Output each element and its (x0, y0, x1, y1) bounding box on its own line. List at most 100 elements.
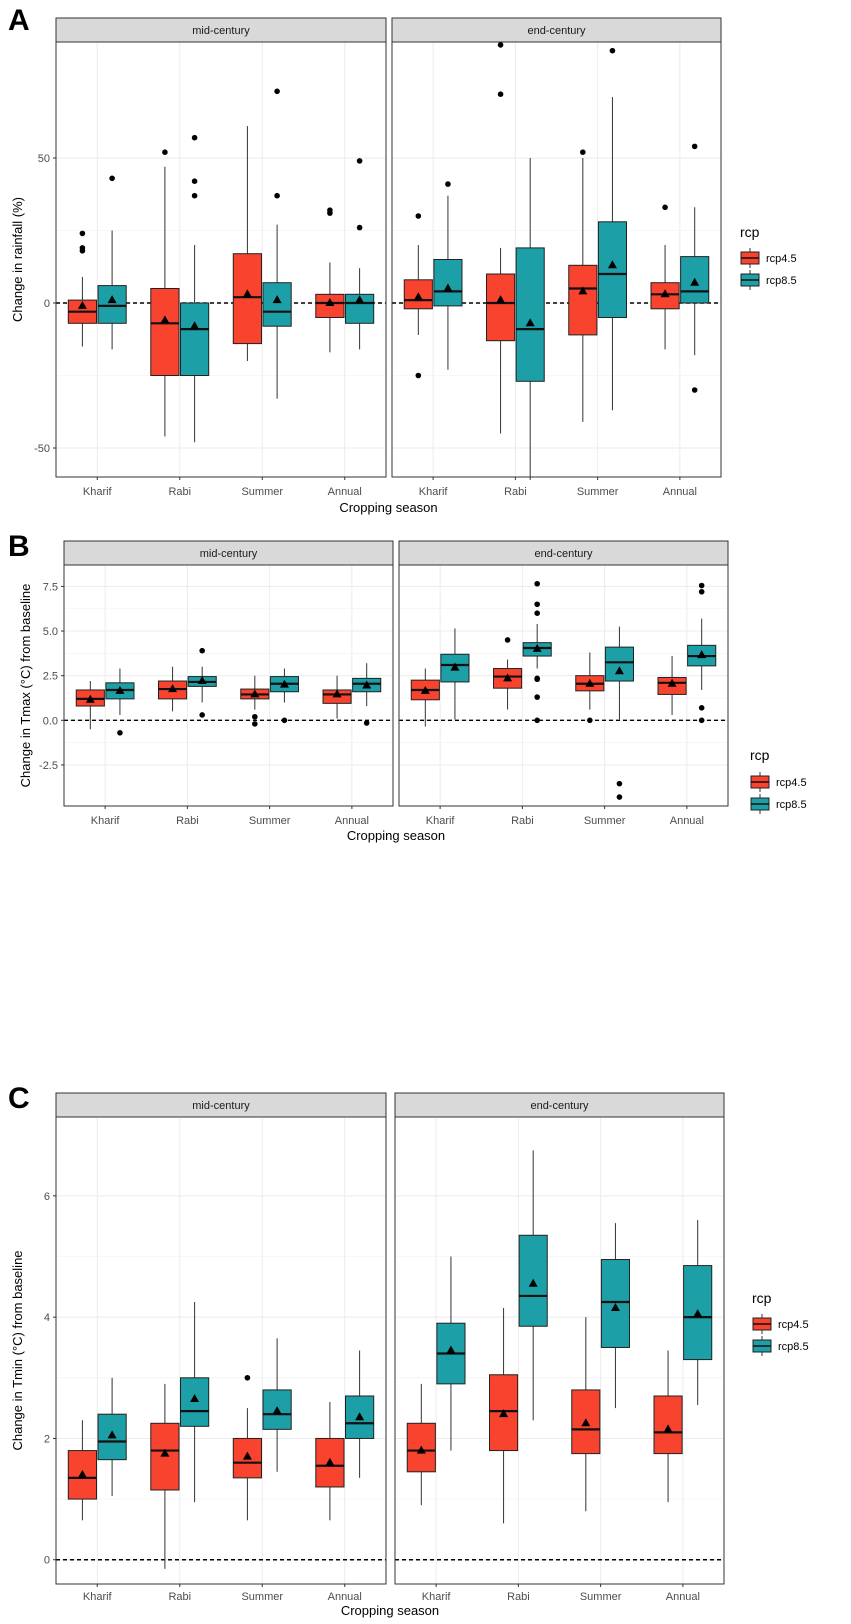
y-tick-label: 7.5 (43, 581, 58, 593)
outlier-point (534, 610, 540, 616)
panel-a: A Change in rainfall (%) Cropping season -5… (8, 4, 797, 515)
outlier-point (274, 192, 280, 199)
facet-mid-century: mid-century Kharif Rabi Summer Annual (63, 540, 394, 827)
box-rcp8.5-rabi (187, 647, 217, 718)
iqr-box (433, 259, 463, 307)
box-rcp4.5-annual (315, 1402, 345, 1521)
facet-strip-label: mid-century (200, 548, 258, 560)
iqr-box (515, 247, 545, 382)
mean-marker (197, 676, 207, 685)
x-tick-label: Kharif (419, 486, 449, 498)
box-rcp4.5-summer (232, 126, 263, 361)
box-rcp8.5-annual (683, 1220, 713, 1406)
mean-marker (446, 1345, 456, 1354)
outlier-point (616, 780, 623, 787)
x-tick-label: Kharif (83, 1591, 113, 1603)
mean-marker (413, 292, 423, 301)
mean-marker (450, 662, 460, 671)
facet-strip (63, 540, 394, 566)
mean-marker (115, 685, 125, 694)
mean-marker (585, 678, 595, 687)
iqr-box (97, 1413, 127, 1461)
box-rcp4.5-rabi (493, 637, 523, 710)
iqr-box (179, 1377, 210, 1427)
mean-marker (272, 295, 282, 304)
outlier-point (497, 42, 504, 48)
box-rcp4.5-kharif (406, 1383, 436, 1506)
outlier-point (191, 134, 198, 141)
y-tick-label: 50 (38, 153, 50, 165)
box-rcp4.5-annual (650, 204, 680, 350)
x-tick-label: Annual (670, 815, 704, 827)
x-tick-label: Annual (328, 1591, 362, 1603)
x-tick-label: Annual (663, 486, 697, 498)
facet-border (55, 1116, 387, 1585)
mean-marker (107, 295, 117, 304)
box-rcp8.5-summer (600, 1223, 630, 1409)
outlier-point (691, 143, 698, 150)
legend-label: rcp8.5 (776, 799, 807, 811)
mean-marker (272, 1406, 282, 1415)
mean-marker (250, 689, 260, 698)
outlier-point (580, 149, 586, 155)
outlier-point (534, 717, 540, 724)
mean-marker (663, 1424, 673, 1433)
outlier-point (327, 207, 333, 213)
facet-strip-label: mid-century (192, 25, 250, 37)
outlier-point (79, 230, 86, 237)
iqr-box (150, 1422, 180, 1491)
facet-strip-label: end-century (530, 1100, 589, 1112)
panel-letter: A (8, 4, 30, 37)
outlier-point (415, 213, 422, 219)
legend-key-rcp8.5 (750, 794, 770, 814)
y-tick-label: 0 (44, 298, 50, 310)
box-rcp4.5-rabi (158, 666, 188, 712)
x-tick-label: Rabi (168, 486, 191, 498)
y-tick-label: 0.0 (43, 715, 58, 727)
box-rcp4.5-kharif (410, 668, 440, 727)
facet-strip-label: mid-century (192, 1100, 250, 1112)
y-tick-label: -50 (34, 443, 50, 455)
box-rcp4.5-summer (571, 1317, 601, 1512)
box-rcp8.5-annual (344, 158, 375, 350)
box-rcp8.5-kharif (97, 175, 127, 350)
mean-marker (499, 1409, 509, 1418)
y-tick-label: 5.0 (43, 626, 58, 638)
facet-strip (398, 540, 729, 566)
outlier-point (587, 717, 593, 724)
facet-strip-label: end-century (534, 548, 593, 560)
facet-border (398, 564, 729, 807)
mean-marker (160, 1448, 170, 1457)
iqr-box (486, 273, 516, 342)
y-axis-title: Change in Tmin (°C) from baseline (10, 1250, 25, 1450)
x-tick-label: Summer (241, 486, 283, 498)
box-rcp8.5-annual (680, 143, 710, 393)
box-rcp8.5-annual (352, 663, 382, 726)
x-tick-label: Kharif (426, 815, 456, 827)
mean-marker (503, 673, 513, 682)
x-tick-label: Annual (666, 1591, 700, 1603)
box-rcp8.5-summer (269, 668, 299, 724)
x-tick-label: Rabi (507, 1591, 530, 1603)
y-tick-label: 4 (44, 1312, 50, 1324)
legend-title: rcp (750, 747, 770, 763)
mean-marker (85, 694, 95, 703)
x-axis-title: Cropping season (347, 828, 445, 843)
legend-label: rcp8.5 (778, 1341, 809, 1353)
mean-marker (610, 1303, 620, 1312)
x-tick-label: Summer (584, 815, 626, 827)
facet-strip-label: end-century (527, 25, 586, 37)
mean-marker (614, 666, 624, 675)
outlier-point (534, 580, 540, 587)
facet-border (63, 564, 394, 807)
outlier-point (497, 91, 504, 97)
legend-key-rcp4.5 (752, 1314, 772, 1334)
legend-key-rcp8.5 (752, 1336, 772, 1356)
iqr-box (262, 282, 292, 327)
mean-marker (355, 1412, 365, 1421)
mean-marker (362, 680, 372, 689)
facet-strip (55, 1092, 387, 1118)
y-axis-title: Change in Tmax (°C) from baseline (18, 584, 33, 788)
box-rcp8.5-kharif (97, 1377, 127, 1497)
box-rcp4.5-rabi (489, 1308, 519, 1524)
